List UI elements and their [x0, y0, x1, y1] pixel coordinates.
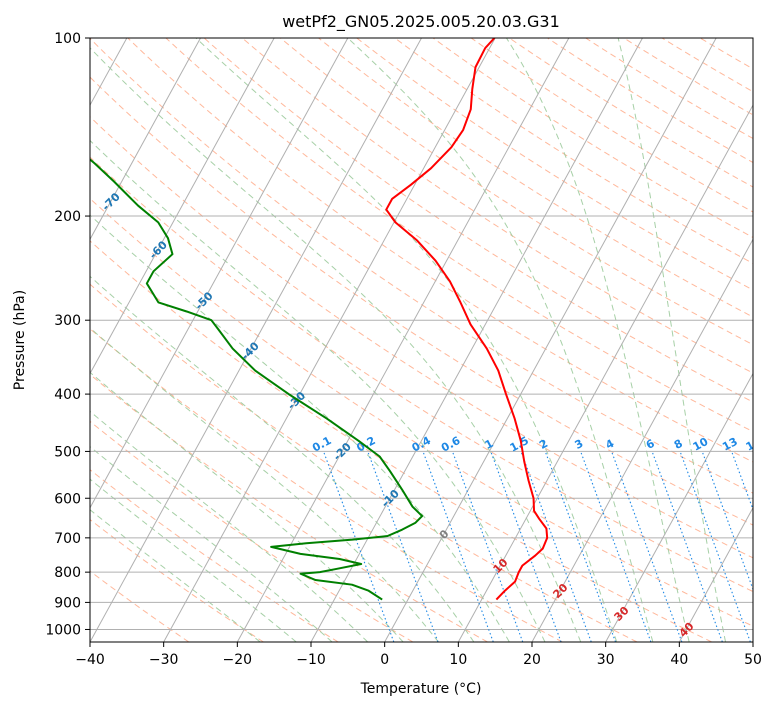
x-tick-label: 50: [744, 652, 762, 668]
y-axis-label: Pressure (hPa): [12, 290, 28, 390]
x-tick-label: 20: [523, 652, 541, 668]
x-tick-label: 30: [597, 652, 615, 668]
x-tick-label: −20: [223, 652, 253, 668]
y-tick-label: 100: [54, 31, 81, 47]
y-tick-label: 800: [54, 565, 81, 581]
x-tick-label: −30: [149, 652, 179, 668]
x-tick-label: 10: [449, 652, 467, 668]
y-tick-label: 200: [54, 209, 81, 225]
y-tick-label: 900: [54, 595, 81, 611]
y-tick-label: 1000: [45, 622, 81, 638]
x-tick-label: 40: [670, 652, 688, 668]
x-tick-label: 0: [380, 652, 389, 668]
y-tick-label: 700: [54, 531, 81, 547]
x-tick-label: −40: [75, 652, 105, 668]
x-axis-label: Temperature (°C): [360, 681, 482, 697]
y-tick-label: 600: [54, 491, 81, 507]
x-tick-label: −10: [296, 652, 326, 668]
chart-title: wetPf2_GN05.2025.005.20.03.G31: [282, 12, 560, 32]
y-tick-label: 500: [54, 444, 81, 460]
y-tick-label: 300: [54, 313, 81, 329]
y-tick-label: 400: [54, 387, 81, 403]
